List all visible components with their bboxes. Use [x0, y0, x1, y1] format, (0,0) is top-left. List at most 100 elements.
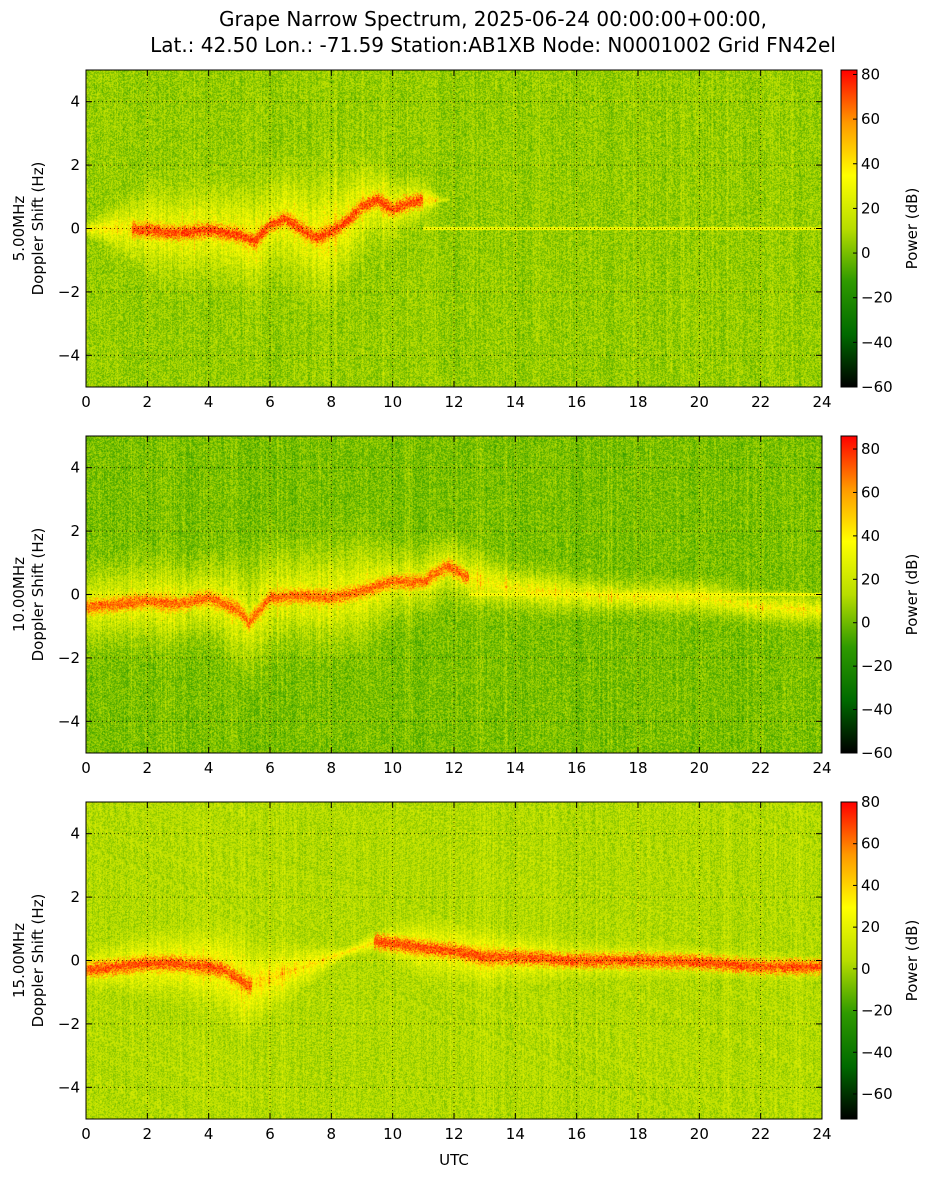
y-axis-label: Doppler Shift (Hz): [29, 528, 47, 662]
x-tick-label: 20: [690, 759, 709, 777]
colorbar-tick-label: −20: [861, 1002, 893, 1020]
title-line-2: Lat.: 42.50 Lon.: -71.59 Station:AB1XB N…: [150, 33, 836, 57]
x-tick-label: 20: [690, 393, 709, 411]
x-tick-label: 8: [327, 759, 337, 777]
x-tick-label: 0: [81, 1125, 91, 1143]
x-tick-label: 16: [567, 759, 586, 777]
x-tick-label: 24: [812, 759, 831, 777]
x-tick-label: 24: [812, 393, 831, 411]
x-tick-label: 4: [204, 393, 214, 411]
x-tick-label: 12: [444, 759, 463, 777]
y-tick-label: 0: [70, 220, 80, 238]
colorbar-tick-label: 0: [861, 244, 871, 262]
x-tick-label: 10: [383, 393, 402, 411]
colorbar-tick-label: −20: [861, 657, 893, 675]
colorbar-tick-label: 80: [861, 65, 880, 83]
x-tick-label: 16: [567, 393, 586, 411]
x-tick-label: 12: [444, 393, 463, 411]
colorbar-gradient: [840, 801, 858, 1120]
y-tick-label: 4: [70, 93, 80, 111]
x-tick-label: 0: [81, 393, 91, 411]
colorbar: −60 −40 −20 0 20 40 60 80 Power (dB): [840, 435, 921, 762]
x-tick-label: 22: [751, 759, 770, 777]
colorbar-tick-label: 60: [861, 835, 880, 853]
y-axis-label: Doppler Shift (Hz): [29, 894, 47, 1028]
x-tick-label: 14: [506, 759, 525, 777]
colorbar-tick-label: 60: [861, 483, 880, 501]
x-tick-label: 18: [628, 393, 647, 411]
x-tick-label: 22: [751, 393, 770, 411]
x-tick-label: 6: [265, 1125, 275, 1143]
x-axis-label: UTC: [439, 1151, 469, 1169]
y-axis-frequency-label: 15.00MHz: [10, 923, 28, 998]
y-tick-label: 2: [70, 522, 80, 540]
colorbar-tick-label: 80: [861, 793, 880, 811]
colorbar-label: Power (dB): [903, 188, 921, 270]
y-tick-label: −4: [58, 712, 80, 730]
x-tick-label: 22: [751, 1125, 770, 1143]
colorbar-tick-label: 40: [861, 527, 880, 545]
colorbar-tick-label: −60: [861, 744, 893, 762]
y-tick-label: 2: [70, 888, 80, 906]
colorbar-gradient: [840, 69, 858, 388]
x-tick-label: 14: [506, 1125, 525, 1143]
x-tick-label: 4: [204, 759, 214, 777]
y-tick-label: −2: [58, 649, 80, 667]
x-tick-label: 18: [628, 1125, 647, 1143]
colorbar-gradient: [840, 435, 858, 754]
y-tick-label: −4: [58, 1078, 80, 1096]
x-tick-label: 16: [567, 1125, 586, 1143]
x-tick-label: 2: [143, 393, 153, 411]
colorbar-tick-label: 20: [861, 570, 880, 588]
colorbar-label: Power (dB): [903, 920, 921, 1002]
colorbar-tick-label: 20: [861, 199, 880, 217]
x-tick-label: 24: [812, 1125, 831, 1143]
y-axis-frequency-label: 10.00MHz: [10, 557, 28, 632]
y-axis-label: Doppler Shift (Hz): [29, 162, 47, 296]
y-tick-label: 0: [70, 952, 80, 970]
colorbar-tick-label: −40: [861, 1043, 893, 1061]
colorbar-tick-label: −40: [861, 701, 893, 719]
x-tick-label: 4: [204, 1125, 214, 1143]
colorbar-label: Power (dB): [903, 554, 921, 636]
y-tick-label: −2: [58, 1015, 80, 1033]
x-tick-label: 2: [143, 759, 153, 777]
x-tick-label: 8: [327, 393, 337, 411]
x-tick-label: 20: [690, 1125, 709, 1143]
colorbar-tick-label: 80: [861, 440, 880, 458]
y-tick-label: 2: [70, 156, 80, 174]
colorbar: −60 −40 −20 0 20 40 60 80 Power (dB): [840, 793, 921, 1120]
colorbar-tick-label: 0: [861, 960, 871, 978]
x-tick-label: 2: [143, 1125, 153, 1143]
colorbar-tick-label: 20: [861, 918, 880, 936]
x-tick-label: 8: [327, 1125, 337, 1143]
colorbar-tick-label: 40: [861, 155, 880, 173]
y-axis-frequency-label: 5.00MHz: [10, 196, 28, 262]
colorbar-tick-label: 40: [861, 876, 880, 894]
y-tick-label: 0: [70, 586, 80, 604]
x-tick-label: 12: [444, 1125, 463, 1143]
x-tick-label: 10: [383, 759, 402, 777]
x-tick-label: 14: [506, 393, 525, 411]
colorbar-tick-label: −60: [861, 378, 893, 396]
x-tick-label: 6: [265, 759, 275, 777]
y-tick-label: 4: [70, 825, 80, 843]
y-tick-label: −4: [58, 346, 80, 364]
title-line-1: Grape Narrow Spectrum, 2025-06-24 00:00:…: [219, 7, 767, 31]
colorbar-tick-label: −40: [861, 333, 893, 351]
colorbar-tick-label: 0: [861, 614, 871, 632]
y-tick-label: 4: [70, 459, 80, 477]
colorbar: −60 −40 −20 0 20 40 60 80 Power (dB): [840, 65, 921, 396]
x-tick-label: 6: [265, 393, 275, 411]
x-tick-label: 10: [383, 1125, 402, 1143]
y-tick-label: −2: [58, 283, 80, 301]
colorbar-tick-label: 60: [861, 110, 880, 128]
x-tick-label: 18: [628, 759, 647, 777]
colorbar-tick-label: −60: [861, 1085, 893, 1103]
x-tick-label: 0: [81, 759, 91, 777]
